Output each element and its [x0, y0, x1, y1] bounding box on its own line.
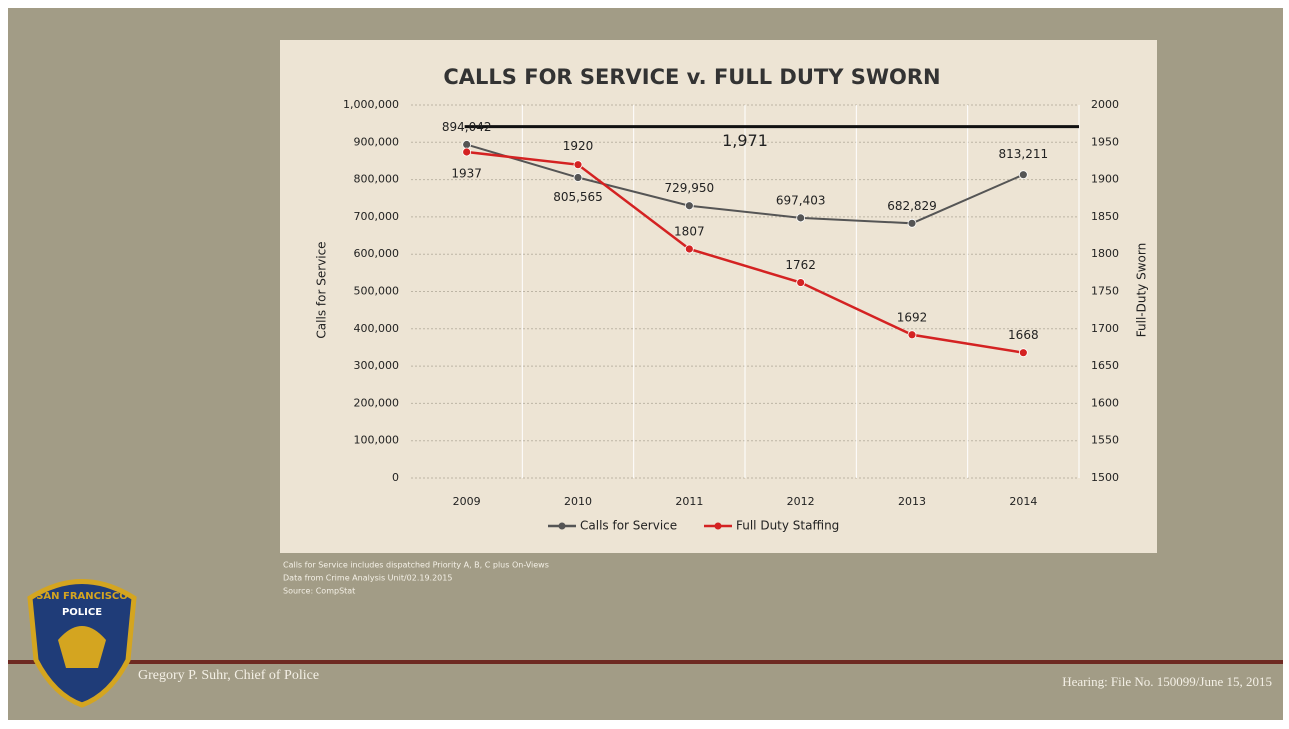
- data-label: 805,565: [553, 190, 603, 204]
- y-tick-label: 600,000: [354, 247, 400, 260]
- y-tick-label: 500,000: [354, 285, 400, 298]
- data-label: 1937: [451, 166, 482, 180]
- footer-rule: [8, 660, 1283, 664]
- legend-label: Calls for Service: [580, 519, 677, 533]
- data-label: 1668: [1008, 328, 1039, 342]
- y2-axis-label: Full-Duty Sworn: [1135, 243, 1149, 337]
- y-tick-label: 700,000: [354, 210, 400, 223]
- series-line: [466, 143, 1024, 225]
- y2-tick-label: 1800: [1091, 247, 1119, 260]
- point: [684, 201, 694, 211]
- y2-tick-label: 1750: [1091, 285, 1119, 298]
- point: [796, 278, 806, 287]
- data-label: 729,950: [665, 181, 715, 195]
- y2-tick-label: 1700: [1091, 322, 1119, 335]
- x-tick-label: 2014: [1009, 495, 1037, 508]
- y2-tick-label: 1950: [1091, 135, 1119, 148]
- y2-tick-label: 1500: [1091, 471, 1119, 484]
- x-tick-label: 2010: [564, 495, 592, 508]
- badge-text: POLICE: [62, 607, 102, 618]
- reference-label: 1,971: [722, 131, 768, 150]
- data-label: 813,211: [999, 147, 1049, 161]
- point: [907, 218, 917, 228]
- x-tick-label: 2009: [453, 495, 481, 508]
- point: [573, 160, 583, 170]
- point: [796, 213, 806, 223]
- y2-tick-label: 2000: [1091, 98, 1119, 111]
- y-tick-label: 900,000: [354, 135, 400, 148]
- point: [462, 140, 472, 149]
- chart-title: CALLS FOR SERVICE v. FULL DUTY SWORN: [443, 65, 940, 89]
- data-label: 894,042: [442, 120, 492, 134]
- point: [1018, 348, 1028, 358]
- y-axis-label: Calls for Service: [315, 241, 329, 338]
- y-tick-label: 800,000: [354, 173, 400, 186]
- y2-tick-label: 1650: [1091, 359, 1119, 372]
- note: Data from Crime Analysis Unit/02.19.2015: [283, 574, 452, 583]
- chart-panel: [280, 40, 1157, 553]
- y-tick-label: 400,000: [354, 322, 400, 335]
- data-label: 697,403: [776, 193, 826, 207]
- y2-tick-label: 1550: [1091, 434, 1119, 447]
- badge-text: SAN FRANCISCO: [36, 591, 128, 602]
- legend-label: Full Duty Staffing: [736, 519, 839, 533]
- point: [462, 147, 472, 157]
- legend-marker: [714, 522, 722, 530]
- y-tick-label: 200,000: [354, 396, 400, 409]
- badge: SAN FRANCISCO POLICE: [27, 579, 137, 708]
- point: [684, 244, 694, 254]
- y2-tick-label: 1600: [1091, 396, 1119, 409]
- y-tick-label: 100,000: [354, 434, 400, 447]
- x-tick-label: 2013: [898, 495, 926, 508]
- point: [573, 173, 583, 182]
- y-tick-label: 1,000,000: [343, 98, 399, 111]
- point: [1018, 170, 1028, 180]
- y-tick-label: 0: [392, 471, 399, 484]
- note: Source: CompStat: [283, 587, 355, 596]
- legend-marker: [558, 522, 566, 530]
- x-tick-label: 2012: [787, 495, 815, 508]
- presenter: Gregory P. Suhr, Chief of Police: [138, 668, 319, 683]
- note: Calls for Service includes dispatched Pr…: [283, 561, 549, 570]
- data-label: 1692: [897, 310, 928, 324]
- data-label: 1807: [674, 224, 705, 238]
- point: [907, 330, 917, 340]
- hearing: Hearing: File No. 150099/June 15, 2015: [1062, 674, 1272, 689]
- y-tick-label: 300,000: [354, 359, 400, 372]
- y2-tick-label: 1850: [1091, 210, 1119, 223]
- data-label: 682,829: [887, 199, 937, 213]
- data-label: 1762: [785, 258, 816, 272]
- x-tick-label: 2011: [675, 495, 703, 508]
- data-label: 1920: [563, 139, 594, 153]
- badge-eagle: [58, 626, 106, 668]
- series-line: [466, 150, 1024, 354]
- y2-tick-label: 1900: [1091, 173, 1119, 186]
